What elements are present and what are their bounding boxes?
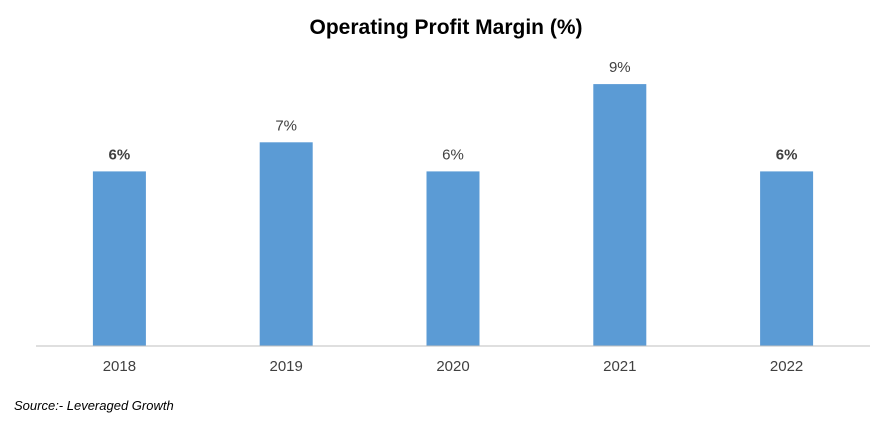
chart-title: Operating Profit Margin (%) — [309, 16, 583, 39]
bar-2021 — [593, 84, 647, 346]
x-tick-label-2021: 2021 — [603, 358, 636, 375]
bar-2020 — [426, 171, 480, 346]
data-label-2020: 6% — [442, 146, 464, 163]
bars-layer — [92, 84, 814, 346]
data-label-2022: 6% — [776, 146, 798, 163]
x-tick-label-2018: 2018 — [103, 358, 136, 375]
x-tick-label-2020: 2020 — [436, 358, 469, 375]
bar-2018 — [92, 171, 146, 346]
x-tick-label-2019: 2019 — [270, 358, 303, 375]
data-label-2019: 7% — [275, 117, 297, 134]
x-tick-labels-layer: 2018 2019 2020 2021 2022 — [103, 358, 804, 375]
x-tick-label-2022: 2022 — [770, 358, 803, 375]
data-labels-layer: 6% 7% 6% 9% 6% — [109, 59, 798, 163]
bar-2022 — [760, 171, 814, 346]
bar-2019 — [259, 142, 313, 346]
data-label-2018: 6% — [109, 146, 131, 163]
data-label-2021: 9% — [609, 59, 631, 76]
source-note: Source:- Leveraged Growth — [14, 398, 174, 413]
